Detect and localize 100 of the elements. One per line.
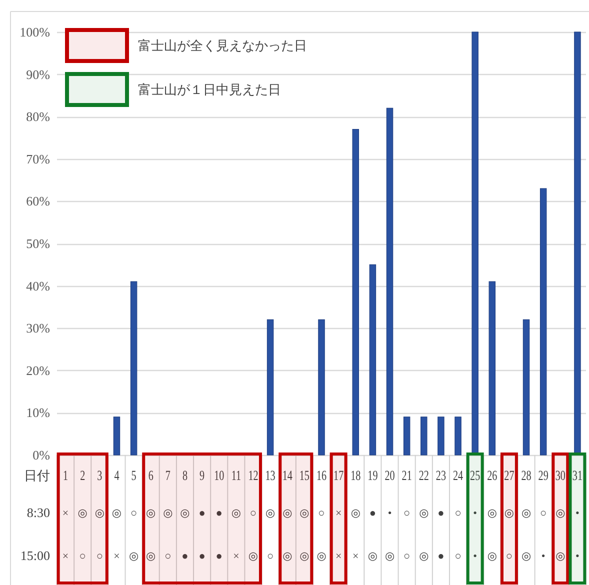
cell-label: ◎ — [146, 508, 156, 520]
cell-label: ◎ — [487, 508, 497, 520]
x-tick-label: 3 — [97, 467, 102, 484]
x-tick-label: 4 — [114, 467, 120, 484]
cell-label: • — [576, 550, 580, 562]
cell-label: • — [541, 550, 546, 562]
cell-label: ○ — [506, 550, 513, 562]
cell-label: × — [352, 550, 359, 562]
x-tick-label: 14 — [282, 467, 292, 484]
cell-label: ◎ — [266, 508, 276, 520]
x-tick-label: 19 — [368, 467, 378, 484]
cell-label: ● — [438, 508, 444, 520]
x-label: 日付 — [24, 468, 50, 483]
cell-label: ◎ — [180, 508, 190, 520]
legend-label: 富士山が全く見えなかった日 — [138, 38, 307, 53]
x-tick-label: 11 — [231, 467, 242, 484]
cell-label: × — [335, 508, 342, 520]
cell-label: ● — [216, 508, 222, 520]
x-tick-label: 23 — [436, 467, 446, 484]
cell-label: ◎ — [78, 508, 88, 520]
cell-label: ○ — [79, 550, 86, 562]
x-tick-label: 24 — [452, 467, 464, 484]
x-tick-label: 25 — [470, 467, 480, 484]
cell-label: ◎ — [282, 550, 292, 562]
cell-label: ● — [369, 508, 376, 520]
cell-label: ◎ — [282, 508, 292, 520]
cell-label: ◎ — [419, 550, 429, 562]
x-tick-label: 27 — [504, 467, 514, 484]
cell-label: ● — [198, 508, 206, 520]
cell-label: ◎ — [556, 550, 566, 562]
cell-label: ● — [182, 550, 188, 562]
legend: 富士山が全く見えなかった日 富士山が１日中見えた日 — [65, 28, 307, 107]
cell-label: × — [233, 550, 240, 562]
cell-label: ● — [216, 550, 222, 562]
cell-label: ○ — [404, 508, 410, 520]
cell-label: × — [335, 550, 342, 562]
x-tick-label: 21 — [402, 467, 412, 484]
y-tick-label: 80% — [26, 109, 50, 124]
cell-label: ◎ — [231, 508, 241, 520]
x-tick-label: 8 — [182, 467, 188, 484]
cell-label: ◎ — [128, 550, 139, 562]
x-tick-label: 9 — [200, 467, 205, 484]
cell-label: ◎ — [248, 550, 258, 562]
x-tick-label: 20 — [384, 467, 395, 484]
cell-label: ◎ — [521, 550, 532, 562]
y-tick-label: 8:30 — [26, 505, 50, 520]
x-tick-label: 18 — [350, 467, 361, 484]
x-tick-label: 17 — [334, 467, 344, 484]
x-tick-label: 1 — [63, 467, 68, 484]
y-tick-label: 50% — [26, 236, 50, 251]
x-tick-label: 6 — [148, 467, 154, 484]
cell-label: ◎ — [487, 550, 497, 562]
cell-label: ○ — [96, 550, 103, 562]
cell-label: ◎ — [350, 508, 360, 520]
y-tick-label: 70% — [26, 151, 50, 166]
cell-label: ◎ — [300, 508, 310, 520]
cell-label: ◎ — [384, 550, 395, 562]
x-tick-label: 31 — [572, 467, 582, 484]
x-tick-label: 15 — [299, 467, 310, 484]
cell-label: ◎ — [316, 550, 326, 562]
cell-label: ● — [438, 550, 444, 562]
cell-label: × — [62, 550, 69, 562]
cell-label: × — [114, 550, 120, 562]
y-tick-label: 60% — [26, 194, 50, 209]
x-tick-label: 12 — [248, 467, 258, 484]
y-tick-label: 15:00 — [20, 548, 50, 563]
y-tick-label: 20% — [26, 362, 50, 378]
x-tick-label: 28 — [521, 467, 532, 484]
cell-label: ◎ — [419, 508, 429, 520]
cell-label: • — [473, 508, 477, 520]
cell-label: • — [473, 550, 477, 562]
cell-label: ○ — [164, 550, 172, 562]
cell-label: ● — [198, 550, 206, 562]
y-tick-label: 40% — [26, 278, 50, 294]
cell-label: ○ — [318, 508, 325, 520]
cell-label: • — [388, 508, 392, 520]
x-tick-label: 7 — [165, 467, 170, 484]
y-tick-label: 30% — [26, 320, 50, 336]
cell-label: ◎ — [521, 508, 532, 520]
legend-label: 富士山が１日中見えた日 — [138, 82, 281, 97]
cell-label: ○ — [454, 508, 462, 520]
cell-label: ◎ — [163, 508, 173, 520]
y-tick-label: 0% — [32, 448, 50, 462]
cell-label: ○ — [404, 550, 410, 562]
x-tick-label: 5 — [131, 467, 136, 484]
x-tick-label: 2 — [80, 467, 86, 484]
cell-label: ◎ — [556, 508, 566, 520]
cell-label: ○ — [250, 508, 257, 520]
cell-label: ○ — [130, 508, 138, 520]
x-tick-label: 30 — [555, 467, 566, 484]
cell-label: ○ — [266, 550, 274, 562]
x-tick-label: 26 — [487, 467, 498, 484]
x-tick-label: 16 — [316, 467, 327, 484]
cell-label: ○ — [454, 550, 462, 562]
y-tick-label: 10% — [26, 405, 50, 420]
cell-label: ◎ — [368, 550, 378, 562]
cell-label: ◎ — [94, 508, 104, 520]
x-tick-label: 10 — [214, 467, 224, 484]
cell-label: ○ — [540, 508, 547, 520]
cell-label: • — [576, 508, 580, 520]
